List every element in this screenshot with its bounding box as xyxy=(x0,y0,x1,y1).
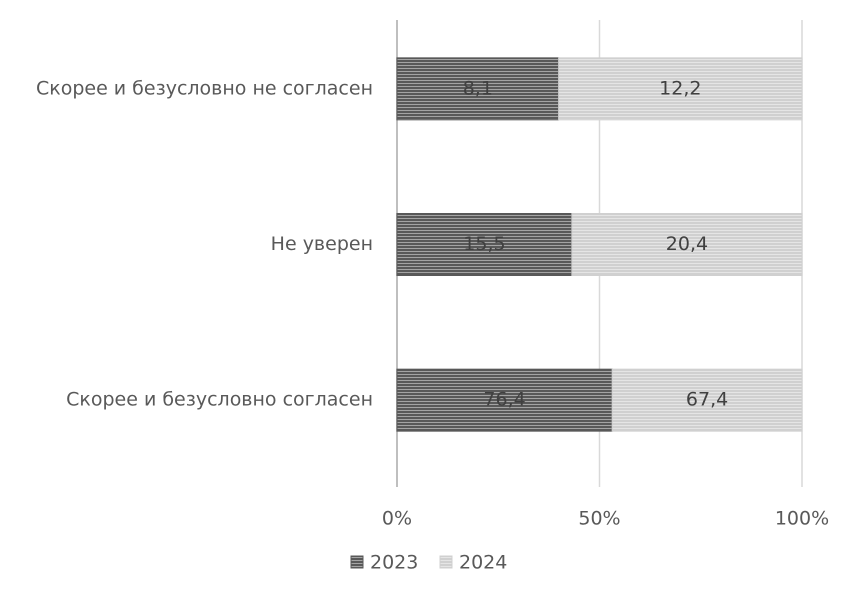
data-label: 12,2 xyxy=(659,77,701,99)
data-label: 67,4 xyxy=(686,389,728,411)
x-tick-label: 100% xyxy=(775,508,829,530)
data-label: 8,1 xyxy=(463,77,493,99)
data-label: 20,4 xyxy=(666,233,708,255)
bar-segment xyxy=(396,57,560,121)
x-tick-label: 50% xyxy=(578,508,620,530)
bar-segment xyxy=(558,57,803,121)
legend-label: 2023 xyxy=(370,552,418,574)
bar-segment xyxy=(571,213,803,276)
legend-swatch xyxy=(350,555,364,569)
y-tick-label: Не уверен xyxy=(271,233,373,255)
y-tick-label: Скорее и безусловно согласен xyxy=(66,389,373,411)
legend-swatch xyxy=(439,555,453,569)
x-tick-label: 0% xyxy=(382,508,412,530)
data-label: 15,5 xyxy=(463,233,505,255)
bar-segment xyxy=(396,213,573,276)
y-tick-label: Скорее и безусловно не согласен xyxy=(36,77,373,99)
bar-segment xyxy=(611,368,803,432)
data-label: 76,4 xyxy=(483,389,525,411)
legend-label: 2024 xyxy=(459,552,507,574)
bar-segment xyxy=(396,368,613,432)
